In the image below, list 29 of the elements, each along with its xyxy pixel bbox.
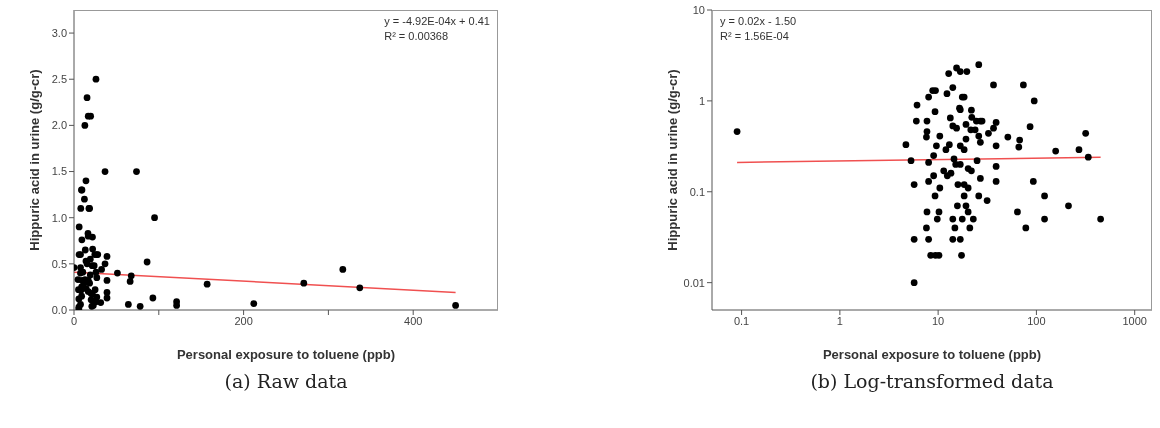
annotation: y = -4.92E-04x + 0.41 xyxy=(384,14,490,29)
y-tick-label: 1.0 xyxy=(51,211,67,224)
x-tick-label: 10 xyxy=(932,314,945,327)
y-tick-label: 2.0 xyxy=(51,119,67,132)
y-tick-label: 2.5 xyxy=(51,73,67,86)
y-tick-label: 1 xyxy=(698,94,705,107)
x-tick-label: 0 xyxy=(70,314,78,327)
y-tick-label: 1.5 xyxy=(51,165,67,178)
x-tick-label: 100 xyxy=(1027,314,1046,327)
annotation: R² = 0.00368 xyxy=(384,29,450,44)
annotation: R² = 1.56E-04 xyxy=(720,29,790,44)
y-tick-label: 0.5 xyxy=(51,257,67,270)
y-tick-label: 0.1 xyxy=(689,185,705,198)
x-tick-label: 0.1 xyxy=(733,314,750,327)
y-tick-label: 0.0 xyxy=(51,303,67,316)
x-tick-label: 1 xyxy=(836,314,843,327)
x-tick-label: 200 xyxy=(234,314,253,327)
y-axis-title: Hippuric acid in urine (g/g-cr) xyxy=(26,69,42,251)
y-tick-label: 10 xyxy=(692,3,705,16)
x-tick-label: 400 xyxy=(404,314,423,327)
text: (a) Raw data xyxy=(223,370,349,392)
annotation: y = 0.02x - 1.50 xyxy=(720,14,797,29)
y-tick-label: 3.0 xyxy=(51,26,67,39)
x-tick-label: 1000 xyxy=(1122,314,1147,327)
x-axis-title: Personal exposure to toluene (ppb) xyxy=(821,347,1043,362)
text: (b) Log-transformed data xyxy=(809,370,1055,392)
y-axis-title: Hippuric acid in urine (g/g-cr) xyxy=(664,69,680,251)
y-tick-label: 0.01 xyxy=(683,276,705,289)
x-axis-title: Personal exposure to toluene (ppb) xyxy=(175,347,397,362)
